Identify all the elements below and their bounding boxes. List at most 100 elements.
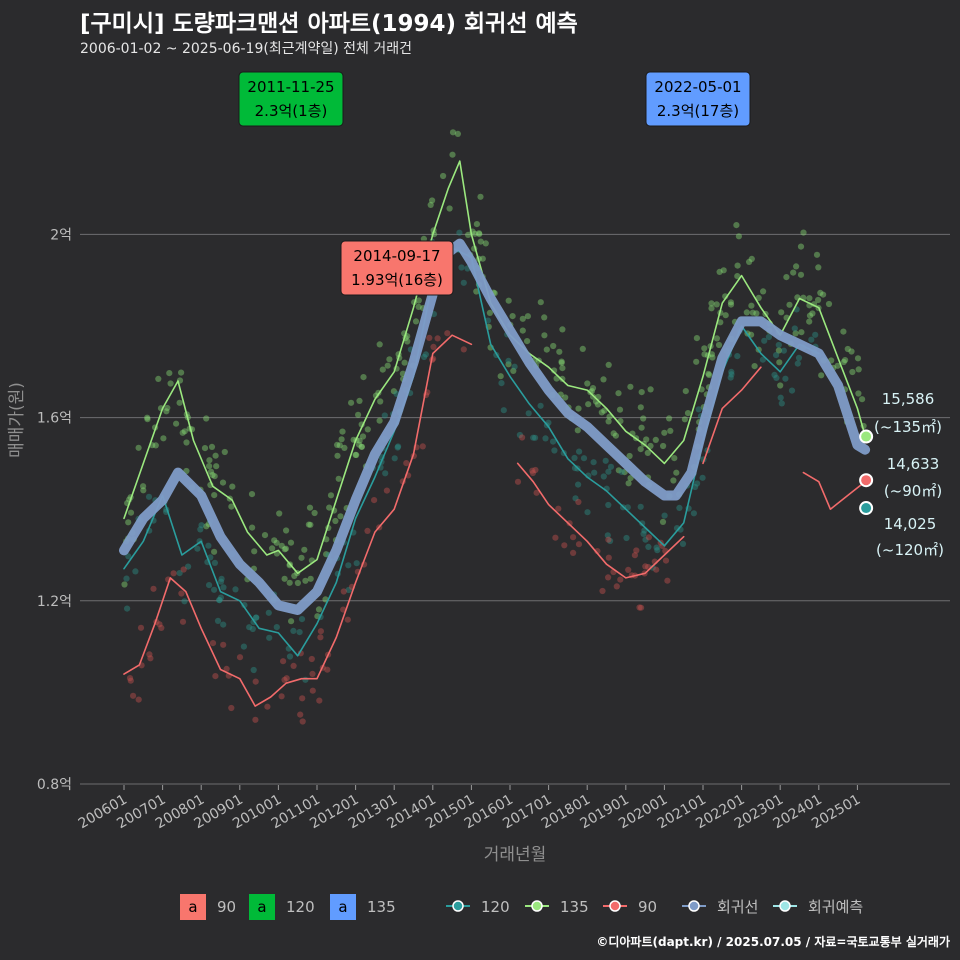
end-value-label: 15,586	[882, 390, 935, 408]
scatter-point	[449, 151, 456, 158]
scatter-point	[217, 578, 225, 585]
legend-line-item: 회귀선	[682, 898, 758, 916]
scatter-point	[377, 398, 384, 405]
scatter-point	[211, 473, 218, 480]
scatter-point	[297, 711, 304, 718]
scatter-point	[637, 503, 644, 510]
scatter-point	[412, 318, 420, 325]
legend-line-item: 회귀예측	[773, 898, 863, 916]
scatter-point	[812, 331, 819, 338]
scatter-point	[777, 382, 784, 389]
scatter-point	[551, 367, 558, 374]
scatter-point	[473, 221, 480, 228]
scatter-point	[278, 693, 285, 700]
scatter-point	[332, 517, 339, 525]
scatter-point	[693, 335, 701, 342]
scatter-point	[510, 367, 517, 374]
scatter-point	[649, 564, 656, 571]
scatter-point	[298, 554, 305, 561]
legend-glyph: a	[338, 898, 347, 916]
scatter-point	[341, 444, 348, 451]
scatter-point	[633, 547, 640, 554]
scatter-point	[798, 329, 805, 336]
scatter-point	[460, 279, 467, 286]
scatter-point	[659, 518, 667, 526]
scatter-point	[286, 579, 293, 586]
scatter-point	[708, 305, 715, 312]
scatter-point	[748, 255, 755, 262]
scatter-point	[382, 470, 389, 477]
scatter-point	[806, 295, 813, 302]
scatter-point	[221, 448, 228, 456]
scatter-point	[386, 356, 393, 363]
x-axis-ticks: 2006012007012008012009012010012011012012…	[76, 785, 863, 832]
scatter-point	[735, 233, 743, 240]
scatter-point	[249, 524, 256, 531]
scatter-point	[125, 519, 132, 526]
scatter-point	[130, 692, 137, 699]
scatter-point	[806, 312, 814, 319]
scatter-point	[427, 201, 434, 208]
scatter-point	[840, 328, 847, 335]
annotation-box: 2022-05-01 2.3억(17층)	[645, 71, 751, 127]
scatter-point	[317, 628, 324, 635]
series-line-line90d	[802, 471, 866, 511]
y-tick-label: 2억	[50, 227, 72, 243]
legend-scatter-item: a 120	[249, 894, 315, 920]
scatter-point	[220, 641, 227, 648]
scatter-point	[605, 418, 612, 425]
scatter-point	[615, 390, 622, 397]
scatter-point	[391, 455, 398, 462]
scatter-point	[336, 442, 343, 449]
scatter-point	[126, 675, 134, 682]
legend-point-swatch	[531, 900, 543, 912]
scatter-point	[809, 310, 816, 317]
scatter-point	[542, 435, 549, 442]
scatter-point	[498, 380, 505, 387]
scatter-point	[664, 577, 671, 584]
legend-scatter-item: a 135	[330, 894, 396, 920]
scatter-point	[759, 356, 767, 363]
scatter-point	[673, 469, 680, 476]
scatter-point	[152, 442, 159, 449]
scatter-point	[317, 634, 324, 641]
scatter-point	[713, 301, 720, 308]
scatter-point	[533, 489, 540, 496]
legend: a 90 a 120 a 135 120 135 90 회귀선 회귀예측	[180, 894, 863, 920]
scatter-point	[676, 504, 683, 511]
scatter-points	[121, 129, 867, 725]
page-subtitle: 2006-01-02 ~ 2025-06-19(최근계약일) 전체 거래건	[80, 41, 412, 57]
legend-point-swatch	[609, 900, 621, 912]
scatter-point	[339, 428, 346, 435]
scatter-point	[353, 451, 360, 459]
scatter-point	[645, 534, 653, 541]
scatter-point	[327, 492, 335, 499]
scatter-point	[653, 544, 660, 551]
scatter-point	[713, 335, 721, 342]
scatter-point	[775, 341, 782, 349]
scatter-point	[178, 590, 185, 597]
legend-label: 120	[286, 898, 315, 916]
scatter-point	[176, 399, 183, 406]
scatter-point	[251, 548, 258, 555]
scatter-point	[434, 335, 441, 342]
scatter-point	[706, 371, 713, 379]
scatter-point	[135, 696, 142, 703]
scatter-point	[156, 621, 163, 628]
scatter-point	[276, 510, 283, 517]
scatter-point	[844, 345, 851, 353]
scatter-point	[705, 370, 712, 377]
legend-scatter-item: a 90	[180, 894, 236, 920]
scatter-point	[775, 347, 783, 354]
scatter-point	[211, 548, 218, 555]
scatter-point	[749, 309, 756, 316]
scatter-point	[359, 433, 367, 440]
scatter-point	[201, 445, 209, 452]
scatter-point	[298, 616, 306, 623]
scatter-point	[208, 443, 216, 450]
scatter-point	[140, 487, 147, 494]
scatter-point	[211, 492, 218, 499]
annotations: 2011-11-252.3억(1층)2014-09-171.93억(16층)20…	[238, 71, 751, 296]
scatter-point	[252, 614, 260, 621]
scatter-point	[639, 520, 646, 527]
